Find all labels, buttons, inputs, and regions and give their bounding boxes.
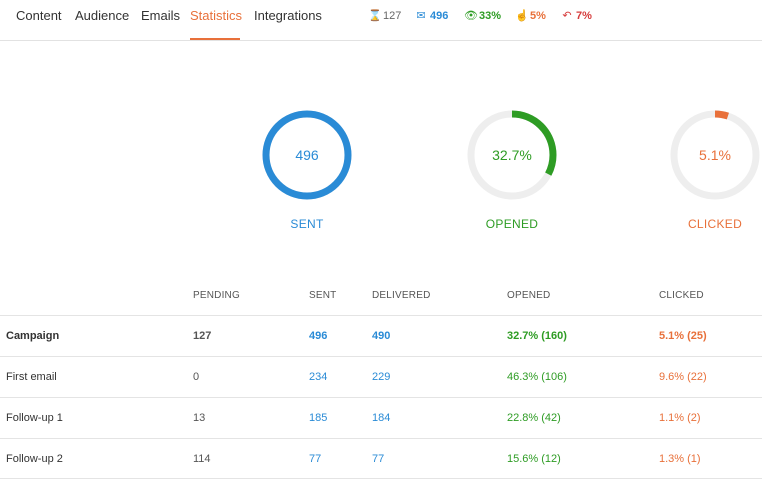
sent-donut-label: SENT	[290, 217, 324, 231]
clicked-stat: ☝5%	[515, 0, 546, 32]
column-header-clicked: CLICKED	[659, 290, 704, 301]
row-name: Campaign	[6, 330, 60, 342]
opened-donut: 32.7%	[465, 108, 559, 202]
eye-icon: 👁	[464, 10, 478, 22]
replied-stat: ↶ 7%	[561, 0, 592, 32]
row-sent: 185	[309, 412, 328, 424]
clicked-donut: 5.1%	[668, 108, 762, 202]
row-sent: 496	[309, 330, 328, 342]
envelope-icon: ✉	[416, 10, 426, 22]
row-delivered: 184	[372, 412, 391, 424]
tab-emails[interactable]: Emails	[141, 8, 181, 23]
donut-arc	[670, 110, 760, 200]
donut-arc	[262, 110, 352, 200]
tab-audience[interactable]: Audience	[75, 8, 130, 23]
row-opened: 15.6% (12)	[507, 453, 561, 465]
sent-stat: ✉ 496	[415, 0, 448, 32]
donut-arc	[467, 110, 557, 200]
opened-donut-value: 32.7%	[492, 147, 532, 163]
row-name: First email	[6, 371, 57, 383]
clicked-donut-label: CLICKED	[687, 217, 743, 231]
reply-icon: ↶	[562, 10, 572, 22]
pointer-hand-icon: ☝	[515, 10, 529, 22]
tab-integrations[interactable]: Integrations	[254, 8, 322, 23]
row-sent: 234	[309, 371, 328, 383]
table-row[interactable]: Campaign 127 496 490 32.7% (160) 5.1% (2…	[0, 315, 762, 356]
clicked-donut-value: 5.1%	[699, 147, 731, 163]
opened-donut-label: OPENED	[485, 217, 539, 231]
row-pending: 0	[193, 371, 200, 383]
row-clicked: 9.6% (22)	[659, 371, 707, 383]
row-pending: 13	[193, 412, 206, 424]
clicked-donut-ring	[670, 110, 760, 200]
pending-stat: ⌛127	[368, 0, 401, 32]
table-row[interactable]: Follow-up 2 114 77 77 15.6% (12) 1.3% (1…	[0, 438, 762, 479]
top-nav: Content Audience Emails Statistics Integ…	[0, 0, 762, 41]
table-row[interactable]: Follow-up 1 13 185 184 22.8% (42) 1.1% (…	[0, 397, 762, 438]
row-opened: 22.8% (42)	[507, 412, 561, 424]
row-clicked: 1.1% (2)	[659, 412, 701, 424]
row-clicked: 1.3% (1)	[659, 453, 701, 465]
table-row[interactable]: First email 0 234 229 46.3% (106) 9.6% (…	[0, 356, 762, 397]
column-header-delivered: DELIVERED	[372, 290, 431, 301]
tab-statistics[interactable]: Statistics	[190, 0, 242, 40]
opened-stat: 👁33%	[464, 0, 501, 32]
row-sent: 77	[309, 453, 322, 465]
row-delivered: 77	[372, 453, 385, 465]
sent-donut: 496	[260, 108, 354, 202]
row-pending: 127	[193, 330, 212, 342]
column-header-sent: SENT	[309, 290, 337, 301]
sent-donut-value: 496	[295, 147, 319, 163]
pending-count: 127	[383, 10, 402, 22]
table-bottom-border	[0, 478, 762, 479]
row-clicked: 5.1% (25)	[659, 330, 707, 342]
replied-rate: 7%	[576, 10, 592, 22]
clicked-rate: 5%	[530, 10, 546, 22]
tab-content[interactable]: Content	[16, 8, 62, 23]
row-delivered: 229	[372, 371, 391, 383]
hourglass-icon: ⌛	[368, 10, 382, 22]
row-name: Follow-up 1	[6, 412, 63, 424]
row-pending: 114	[193, 453, 211, 465]
row-name: Follow-up 2	[6, 453, 63, 465]
row-opened: 32.7% (160)	[507, 330, 567, 342]
opened-rate: 33%	[479, 10, 502, 22]
sent-count: 496	[430, 10, 449, 22]
row-delivered: 490	[372, 330, 391, 342]
column-header-opened: OPENED	[507, 290, 551, 301]
opened-donut-ring	[467, 110, 557, 200]
sent-donut-ring	[262, 110, 352, 200]
column-header-pending: PENDING	[193, 290, 240, 301]
row-opened: 46.3% (106)	[507, 371, 567, 383]
